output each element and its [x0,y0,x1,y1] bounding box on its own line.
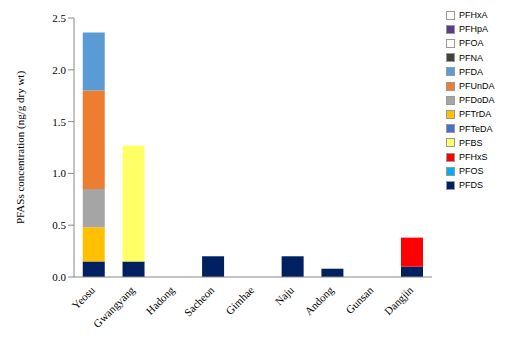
html-text:PFDoDA: PFDoDA [459,95,495,106]
html-text:PFHpA: PFHpA [459,24,488,35]
html-text:PFTeDA: PFTeDA [459,123,493,134]
svg-text:Dangjin: Dangjin [382,283,416,317]
svg-text:0.0: 0.0 [52,271,66,283]
svg-text:Gimhae: Gimhae [223,284,256,317]
html-text:PFBS: PFBS [459,137,483,148]
html-text:PFDS: PFDS [459,180,483,191]
svg-text:Hadong: Hadong [144,283,177,316]
html-text:PFNA: PFNA [459,52,483,63]
svg-text:Gwangyang: Gwangyang [91,283,137,329]
html-text:PFUnDA: PFUnDA [459,81,495,91]
svg-text:2.5: 2.5 [52,12,66,24]
html-text:PFOS: PFOS [459,166,484,177]
svg-text:Andong: Andong [302,283,336,317]
html-text:PFTrDA: PFTrDA [459,109,492,120]
svg-text:Naju: Naju [272,283,296,307]
svg-text:0.5: 0.5 [52,219,66,231]
svg-text:Gunsan: Gunsan [343,283,376,316]
svg-text:Yeosu: Yeosu [70,283,98,311]
svg-text:2.0: 2.0 [52,64,66,76]
svg-text:1.5: 1.5 [52,116,66,128]
svg-text:1.0: 1.0 [52,167,66,179]
html-text:PFHxS: PFHxS [459,152,488,162]
html-text:PFOA: PFOA [459,38,484,49]
html-text:PFHxA: PFHxA [459,10,488,20]
html-text:PFDA: PFDA [459,66,483,77]
svg-text:PFASs concentration (ng/g dry: PFASs concentration (ng/g dry wt) [14,71,27,225]
svg-text:Sacheon: Sacheon [182,283,217,318]
